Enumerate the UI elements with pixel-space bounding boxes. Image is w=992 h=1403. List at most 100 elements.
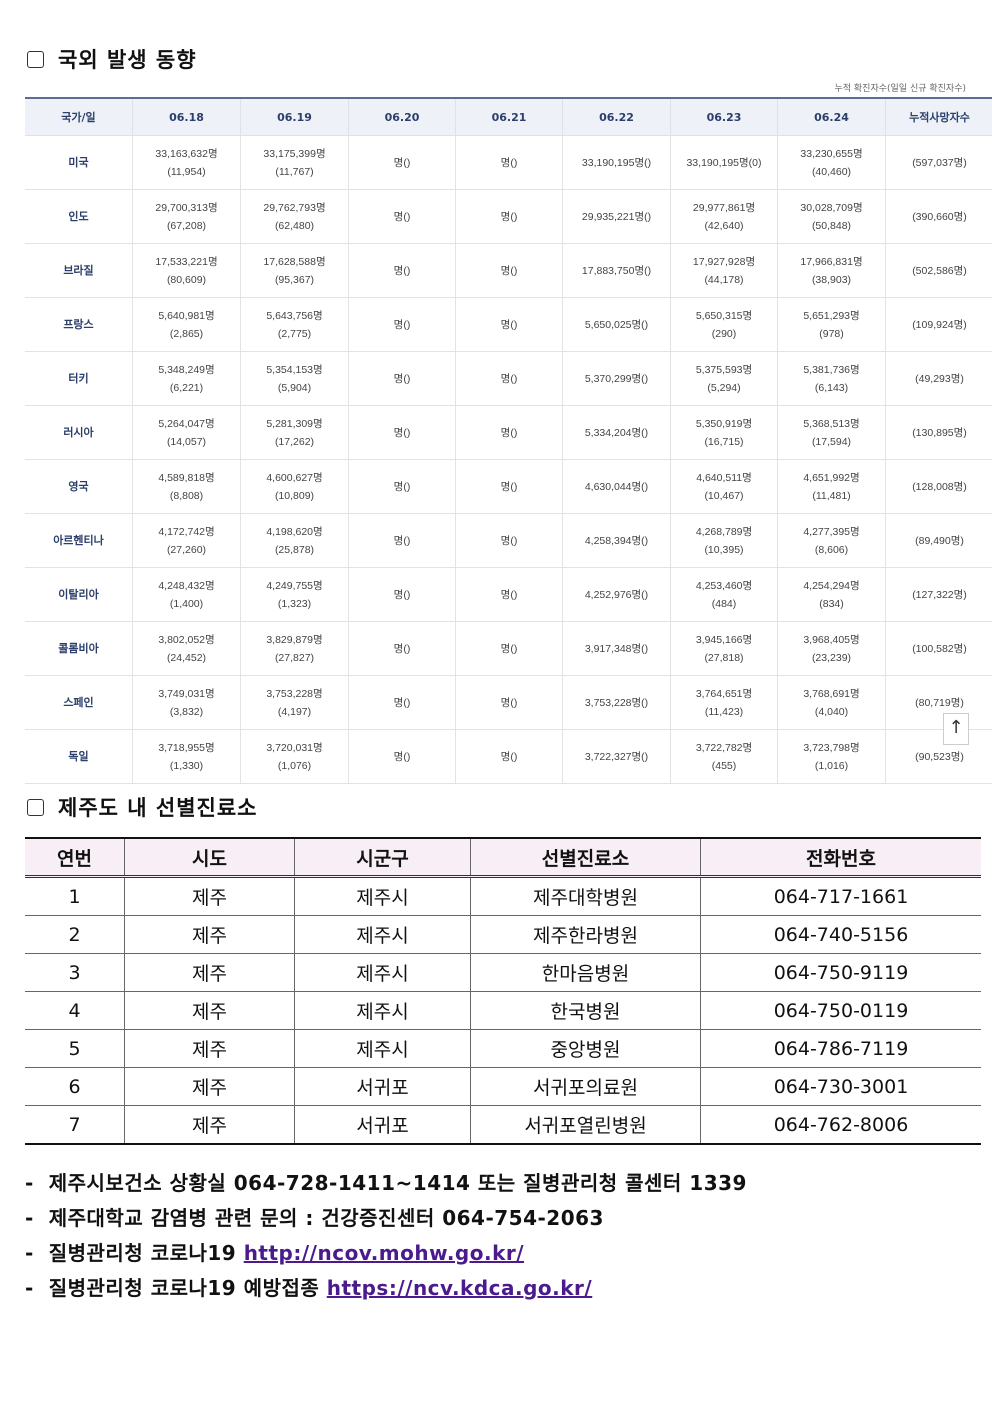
value-cell: 명(): [348, 243, 456, 298]
cell: 제주: [124, 953, 295, 992]
footer-line: - 질병관리청 코로나19 http://ncov.mohw.go.kr/: [25, 1237, 524, 1266]
column-header: 연번: [25, 838, 125, 878]
section-title-text: 제주도 내 선별진료소: [58, 796, 258, 820]
cell: 제주: [124, 1067, 295, 1106]
table-row: 스페인 3,749,031명 (3,832) 3,753,228명 (4,197) 명()…: [25, 675, 992, 730]
table-row: 이탈리아 4,248,432명 (1,400) 4,249,755명 (1,323) 명(…: [25, 567, 992, 622]
value-cell: 5,650,025명(): [562, 297, 671, 352]
value-cell: 4,252,976명(): [562, 567, 671, 622]
value-cell: 5,370,299명(): [562, 351, 671, 406]
value-cell: (130,895명): [885, 405, 992, 460]
section-clinics-title: 제주도 내 선별진료소: [27, 792, 258, 822]
value-cell: 명(): [348, 567, 456, 622]
country-cell: 인도: [25, 189, 133, 244]
value-cell: 명(): [455, 351, 563, 406]
value-cell: 4,172,742명 (27,260): [132, 513, 241, 568]
column-header: 선별진료소: [470, 838, 701, 878]
table-row: 6 제주 서귀포 서귀포의료원 064-730-3001: [25, 1067, 981, 1106]
table-row: 4 제주 제주시 한국병원 064-750-0119: [25, 991, 981, 1030]
value-cell: 5,650,315명 (290): [670, 297, 778, 352]
table-row: 5 제주 제주시 중앙병원 064-786-7119: [25, 1029, 981, 1068]
value-cell: 3,968,405명 (23,239): [777, 621, 886, 676]
cell: 제주시: [294, 953, 471, 992]
scroll-top-button[interactable]: ↑: [943, 713, 969, 745]
country-cell: 미국: [25, 135, 133, 190]
cell: 064-750-9119: [700, 953, 981, 992]
country-cell: 이탈리아: [25, 567, 133, 622]
column-header: 전화번호: [700, 838, 981, 878]
cell: 한마음병원: [470, 953, 701, 992]
value-cell: 4,589,818명 (8,808): [132, 459, 241, 514]
column-header: 06.18: [132, 97, 241, 136]
footer-line: - 질병관리청 코로나19 예방접종 https://ncv.kdca.go.k…: [25, 1272, 592, 1301]
country-cell: 아르헨티나: [25, 513, 133, 568]
country-cell: 영국: [25, 459, 133, 514]
cell: 제주시: [294, 1029, 471, 1068]
table-row: 아르헨티나 4,172,742명 (27,260) 4,198,620명 (25,878…: [25, 513, 992, 568]
value-cell: 29,762,793명 (62,480): [240, 189, 349, 244]
table-row: 러시아 5,264,047명 (14,057) 5,281,309명 (17,262) 명…: [25, 405, 992, 460]
country-cell: 터키: [25, 351, 133, 406]
value-cell: 4,249,755명 (1,323): [240, 567, 349, 622]
value-cell: (127,322명): [885, 567, 992, 622]
table-row: 독일 3,718,955명 (1,330) 3,720,031명 (1,076) 명() 명…: [25, 729, 992, 784]
value-cell: 3,764,651명 (11,423): [670, 675, 778, 730]
country-cell: 콜롬비아: [25, 621, 133, 676]
value-cell: 4,254,294명 (834): [777, 567, 886, 622]
value-cell: 명(): [455, 621, 563, 676]
value-cell: 명(): [455, 729, 563, 784]
value-cell: 명(): [348, 189, 456, 244]
value-cell: 5,350,919명 (16,715): [670, 405, 778, 460]
value-cell: 4,268,789명 (10,395): [670, 513, 778, 568]
column-header: 누적사망자수: [885, 97, 992, 136]
cell: 064-740-5156: [700, 915, 981, 954]
footer-text: - 제주시보건소 상황실 064-728-1411~1414 또는 질병관리청 …: [25, 1171, 747, 1195]
cell: 서귀포: [294, 1105, 471, 1145]
footer-link[interactable]: http://ncov.mohw.go.kr/: [243, 1241, 525, 1265]
value-cell: 3,753,228명(): [562, 675, 671, 730]
value-cell: 4,198,620명 (25,878): [240, 513, 349, 568]
table-row: 7 제주 서귀포 서귀포열린병원 064-762-8006: [25, 1105, 981, 1145]
cell: 제주한라병원: [470, 915, 701, 954]
value-cell: 33,230,655명 (40,460): [777, 135, 886, 190]
table-row: 콜롬비아 3,802,052명 (24,452) 3,829,879명 (27,827)…: [25, 621, 992, 676]
value-cell: (49,293명): [885, 351, 992, 406]
cell: 064-730-3001: [700, 1067, 981, 1106]
value-cell: 명(): [348, 135, 456, 190]
value-cell: 5,651,293명 (978): [777, 297, 886, 352]
cell: 제주시: [294, 991, 471, 1030]
value-cell: 명(): [455, 567, 563, 622]
value-cell: 4,630,044명(): [562, 459, 671, 514]
column-header: 06.21: [455, 97, 563, 136]
value-cell: (90,523명): [885, 729, 992, 784]
value-cell: 명(): [455, 243, 563, 298]
cell: 4: [25, 991, 125, 1030]
value-cell: 3,945,166명 (27,818): [670, 621, 778, 676]
cell: 중앙병원: [470, 1029, 701, 1068]
value-cell: 29,700,313명 (67,208): [132, 189, 241, 244]
overseas-cases-table: 국가/일 06.18 06.19 06.20 06.21 06.22 06.23 06.24 누…: [25, 97, 992, 784]
value-cell: 17,533,221명 (80,609): [132, 243, 241, 298]
value-cell: 명(): [348, 513, 456, 568]
value-cell: 명(): [455, 297, 563, 352]
value-cell: 명(): [455, 405, 563, 460]
column-header: 06.20: [348, 97, 456, 136]
value-cell: 명(): [455, 189, 563, 244]
value-cell: 33,175,399명 (11,767): [240, 135, 349, 190]
cell: 서귀포열린병원: [470, 1105, 701, 1145]
value-cell: 명(): [455, 675, 563, 730]
cell: 서귀포: [294, 1067, 471, 1106]
cell: 제주대학병원: [470, 876, 701, 916]
value-cell: 명(): [455, 513, 563, 568]
cell: 한국병원: [470, 991, 701, 1030]
checkbox-icon: [27, 798, 44, 816]
value-cell: 5,381,736명 (6,143): [777, 351, 886, 406]
footer-link[interactable]: https://ncv.kdca.go.kr/: [326, 1276, 593, 1300]
value-cell: 4,640,511명 (10,467): [670, 459, 778, 514]
value-cell: 명(): [348, 405, 456, 460]
value-cell: 3,718,955명 (1,330): [132, 729, 241, 784]
country-cell: 독일: [25, 729, 133, 784]
value-cell: (109,924명): [885, 297, 992, 352]
value-cell: 명(): [348, 459, 456, 514]
value-cell: (80,719명): [885, 675, 992, 730]
